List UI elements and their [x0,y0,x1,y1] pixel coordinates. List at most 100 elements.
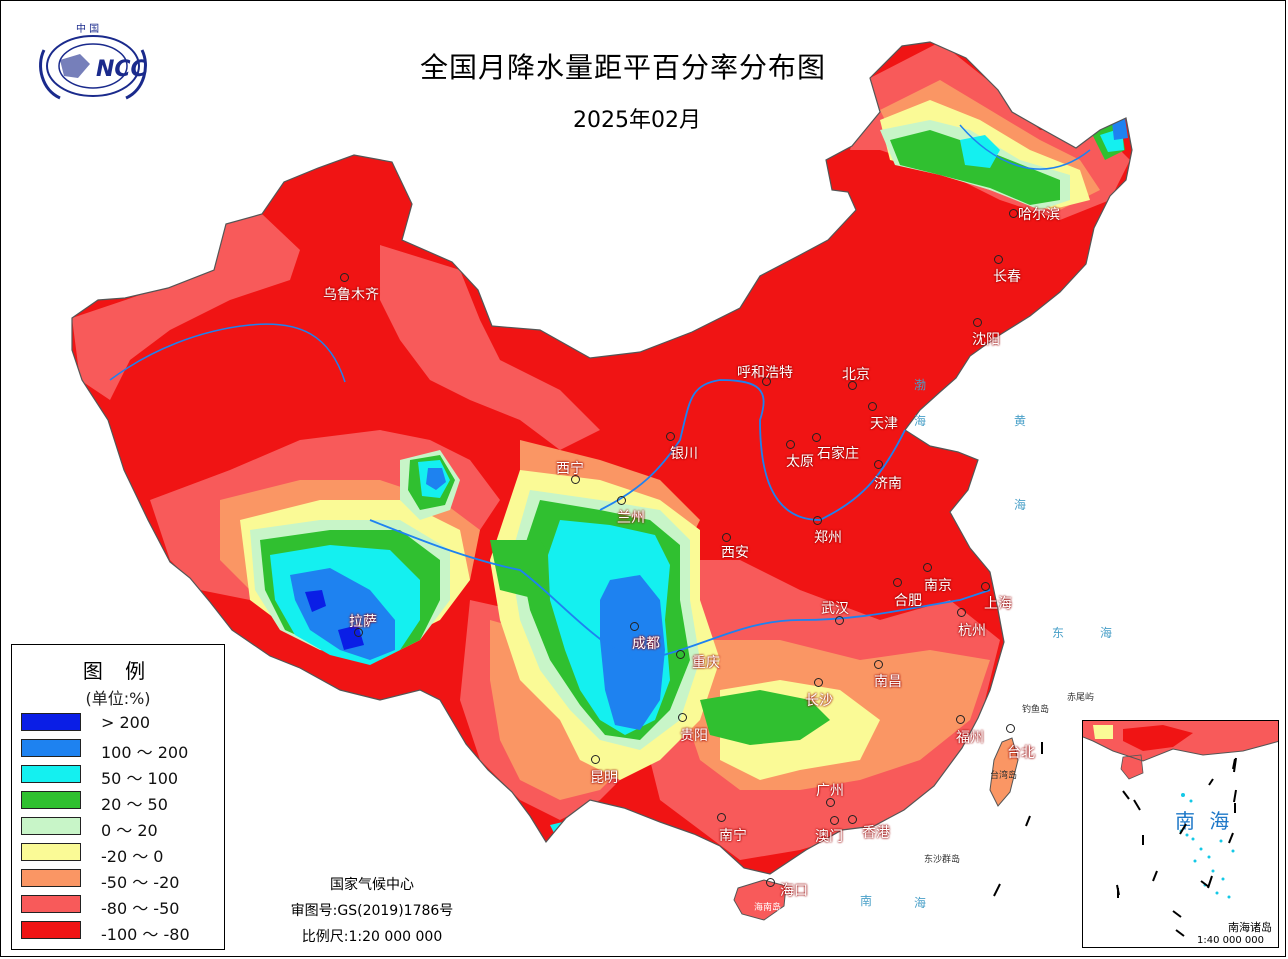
city-label-hefei: 合肥 [894,593,922,609]
legend-swatch [21,921,81,939]
city-marker [923,563,932,572]
city-marker [868,402,877,411]
city-marker [848,381,857,390]
city-label-guangzhou: 广州 [816,783,844,799]
sea-label-bohai-2: 海 [914,414,927,428]
tarim-river [109,323,346,383]
city-marker [981,582,990,591]
legend-label: -100 ～ -80 [101,925,190,944]
city-label-nanjing: 南京 [924,578,952,594]
city-label-zhengzhou: 郑州 [814,530,842,546]
credit-scale: 比例尺:1:20 000 000 [301,929,443,945]
city-label-kunming: 昆明 [590,770,618,786]
city-label-lanzhou: 兰州 [617,510,645,526]
legend-row: 20 ～ 50 [21,791,221,814]
logo-top-text: 中 国 [76,22,99,35]
city-label-taipei: 台北 [1007,745,1035,761]
city-label-chengdu: 成都 [632,636,660,652]
island-label-diaoyu: 钓鱼岛 [1022,705,1050,715]
logo-text: NCC [96,57,147,82]
legend-label: 100 ～ 200 [101,743,189,762]
legend-title: 图 例 [82,659,154,683]
city-marker [813,516,822,525]
island-label-hainan: 海南岛 [754,903,782,913]
city-label-haikou: 海口 [780,883,808,899]
sea-label-huang-1: 黄 [1014,414,1027,428]
sea-label-dong-2: 海 [1100,626,1113,640]
legend-label: -50 ～ -20 [101,873,180,892]
legend-row: 50 ～ 100 [21,765,221,788]
legend-row: > 200 [21,713,221,733]
legend-unit: (单位:%) [85,689,151,708]
inset-title: 南海诸岛 [1228,921,1272,934]
heilong-river [959,124,1091,170]
city-marker [994,255,1003,264]
island-label-dongsha: 东沙群岛 [924,855,961,865]
taiwan-island [989,737,1019,807]
city-label-shanghai: 上海 [984,596,1012,612]
city-label-hongkong: 香港 [862,825,890,841]
legend-swatch [21,739,81,757]
legend-row: -20 ～ 0 [21,843,221,866]
map-subtitle: 2025年02月 [573,108,701,133]
sea-label-nan-2: 海 [914,896,927,910]
city-marker [666,432,675,441]
legend-row: -50 ～ -20 [21,869,221,892]
city-marker [830,816,839,825]
city-label-xian: 西安 [721,545,749,561]
city-label-chongqing: 重庆 [692,655,720,671]
legend-label: > 200 [101,713,151,732]
legend-swatch [21,765,81,783]
city-label-yinchuan: 银川 [670,446,698,462]
city-label-harbin: 哈尔滨 [1018,207,1060,223]
city-marker [874,660,883,669]
city-label-hohhot: 呼和浩特 [737,365,793,381]
yellow-river [599,379,906,521]
city-marker [848,815,857,824]
legend-label: -20 ～ 0 [101,847,164,866]
city-marker [340,273,349,282]
legend-label: 0 ～ 20 [101,821,158,840]
legend-label: -80 ～ -50 [101,899,180,918]
city-marker [874,460,883,469]
city-marker [826,798,835,807]
legend-row: 0 ～ 20 [21,817,221,840]
city-marker [1006,724,1015,733]
city-label-fuzhou: 福州 [956,730,984,746]
city-label-tianjin: 天津 [870,416,898,432]
city-marker [814,678,823,687]
city-label-changchun: 长春 [993,269,1021,285]
inset-sea-label: 南 海 [1175,809,1234,833]
inset-map [1083,721,1278,918]
city-marker [956,715,965,724]
city-marker [766,878,775,887]
sea-label-nan-1: 南 [860,894,873,908]
legend-swatch [21,713,81,731]
national-border [71,41,1133,875]
legend-label: 50 ～ 100 [101,769,179,788]
city-label-nanchang: 南昌 [874,674,902,690]
city-marker [354,628,363,637]
legend-label: 20 ～ 50 [101,795,168,814]
city-marker [717,813,726,822]
city-marker [973,318,982,327]
city-marker [722,533,731,542]
map-legend: 图 例 (单位:%) > 200 100 ～ 200 50 ～ 100 20 ～ 50… [11,644,225,950]
inset-scale: 1:40 000 000 [1197,935,1264,946]
legend-swatch [21,869,81,887]
city-label-nanning: 南宁 [719,828,747,844]
legend-row: -100 ～ -80 [21,921,221,944]
city-marker [678,713,687,722]
legend-row: 100 ～ 200 [21,739,221,762]
island-label-chiwei: 赤尾屿 [1067,693,1095,703]
credit-agency: 国家气候中心 [330,877,414,893]
city-label-hangzhou: 杭州 [958,623,986,639]
city-marker [571,475,580,484]
city-label-lhasa: 拉萨 [349,614,377,630]
map-title: 全国月降水量距平百分率分布图 [420,51,827,84]
city-label-taiyuan: 太原 [786,454,814,470]
city-marker [591,755,600,764]
sea-label-bohai: 渤 [914,378,927,392]
city-marker [786,440,795,449]
